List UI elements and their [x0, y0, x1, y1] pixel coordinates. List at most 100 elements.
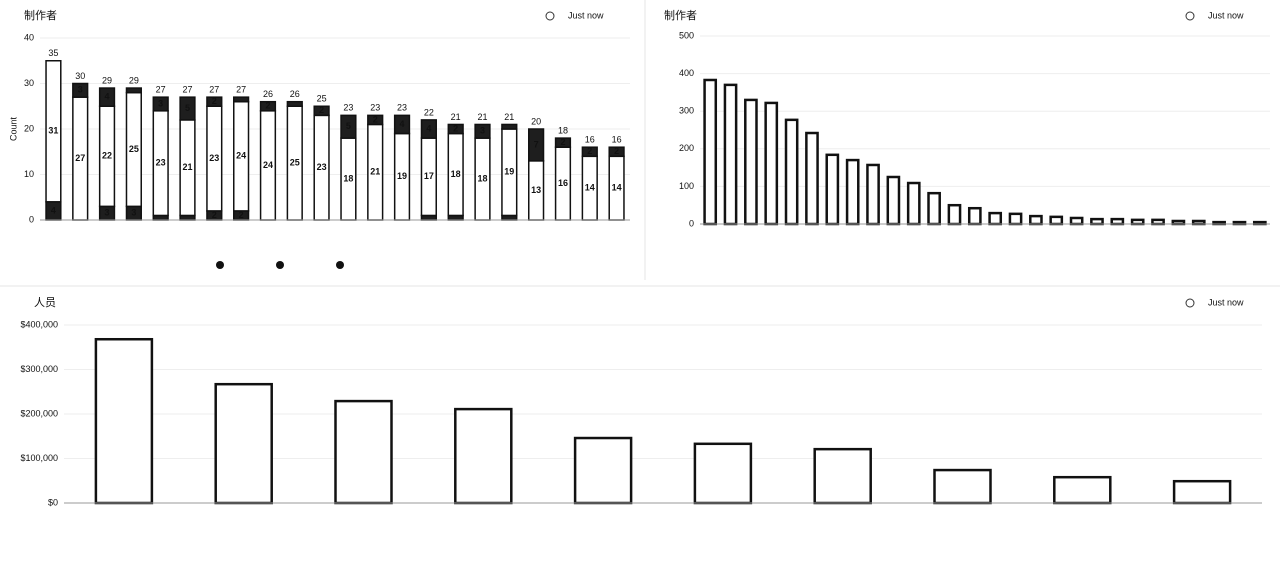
segment-label: 3	[480, 126, 485, 136]
y-tick-label: 30	[24, 78, 34, 88]
segment-label: 4	[105, 92, 110, 102]
segment-label: 18	[343, 173, 353, 183]
bar-segment	[420, 119, 437, 139]
bar-segment	[259, 100, 277, 112]
bar	[886, 175, 901, 226]
bar	[866, 163, 880, 226]
segment-label: 19	[397, 171, 407, 181]
bar	[967, 206, 982, 226]
total-label: 27	[156, 85, 166, 95]
y-tick-label: 100	[679, 181, 694, 191]
segment-label: 24	[236, 151, 246, 161]
segment-label: 2	[614, 146, 619, 156]
total-label: 27	[209, 85, 219, 95]
total-label: 26	[263, 89, 273, 99]
total-label: 25	[317, 94, 327, 104]
bar	[805, 131, 819, 226]
segment-label: 3	[105, 208, 110, 218]
bar	[1130, 218, 1145, 226]
y-tick-label: $300,000	[20, 364, 58, 374]
segment-label: 2	[587, 146, 592, 156]
y-tick-label: $100,000	[20, 453, 58, 463]
bar-segment	[313, 105, 330, 117]
segment-label: 7	[534, 139, 539, 149]
bar-segment	[233, 96, 250, 103]
segment-label: 2	[319, 105, 324, 115]
y-tick-label: $0	[48, 497, 58, 507]
segment-label: 2	[373, 114, 378, 124]
total-label: 23	[397, 103, 407, 113]
segment-label: 2	[212, 210, 217, 220]
total-label: 21	[504, 112, 514, 122]
bar-segment	[447, 123, 464, 135]
bar-segment	[286, 100, 303, 107]
bar	[573, 436, 633, 505]
legend-swatch[interactable]	[336, 261, 344, 269]
bar	[214, 382, 273, 505]
bar	[94, 337, 154, 505]
refresh-button[interactable]	[1185, 11, 1195, 21]
card-title: 人员	[34, 296, 56, 309]
legend-swatch[interactable]	[216, 261, 224, 269]
bar-segment	[367, 114, 384, 126]
total-label: 18	[558, 125, 568, 135]
segment-label: 23	[317, 162, 327, 172]
bar-segment	[45, 60, 62, 203]
bar	[1151, 218, 1165, 226]
segment-label: 2	[265, 101, 270, 111]
bar-segment	[179, 96, 196, 121]
refresh-button[interactable]	[545, 11, 555, 21]
total-label: 23	[370, 103, 380, 113]
bar	[813, 447, 872, 505]
segment-label: 18	[451, 169, 461, 179]
bar	[988, 211, 1003, 226]
bar	[1053, 475, 1112, 505]
card-title: 制作者	[664, 9, 697, 22]
bar	[693, 442, 753, 505]
segment-label: 21	[370, 167, 380, 177]
segment-label: 19	[504, 167, 514, 177]
segment-label: 2	[212, 96, 217, 106]
total-label: 16	[612, 135, 622, 145]
bar	[1069, 216, 1084, 226]
total-label: 21	[477, 112, 487, 122]
bar	[947, 203, 962, 226]
segment-label: 16	[558, 178, 568, 188]
segment-label: 3	[78, 85, 83, 95]
bar	[1172, 479, 1232, 505]
bar	[927, 191, 941, 226]
total-label: 23	[343, 103, 353, 113]
bar	[1110, 217, 1125, 226]
total-label: 29	[102, 75, 112, 85]
bar	[933, 468, 992, 505]
bar	[454, 407, 513, 505]
segment-label: 2	[239, 210, 244, 220]
segment-label: 24	[263, 160, 273, 170]
segment-label: 17	[424, 171, 434, 181]
segment-label: 4	[426, 123, 431, 133]
refresh-button[interactable]	[1185, 298, 1195, 308]
bar	[825, 153, 840, 226]
y-tick-label: 200	[679, 143, 694, 153]
legend-swatch[interactable]	[276, 261, 284, 269]
status: Just now	[568, 10, 604, 20]
y-axis-label: Count	[8, 117, 18, 142]
segment-label: 31	[48, 126, 58, 136]
segment-label: 4	[400, 119, 405, 129]
segment-label: 5	[185, 103, 190, 113]
segment-label: 22	[102, 151, 112, 161]
segment-label: 14	[585, 183, 595, 193]
total-label: 27	[236, 85, 246, 95]
total-label: 22	[424, 107, 434, 117]
bar	[744, 98, 758, 226]
bar-segment	[393, 114, 411, 135]
segment-label: 14	[612, 183, 622, 193]
segment-label: 13	[531, 185, 541, 195]
segment-label: 23	[209, 153, 219, 163]
status: Just now	[1208, 297, 1244, 307]
bar-segment	[340, 114, 357, 139]
y-tick-label: $400,000	[20, 319, 58, 329]
segment-label: 4	[51, 205, 56, 215]
segment-label: 25	[290, 158, 300, 168]
